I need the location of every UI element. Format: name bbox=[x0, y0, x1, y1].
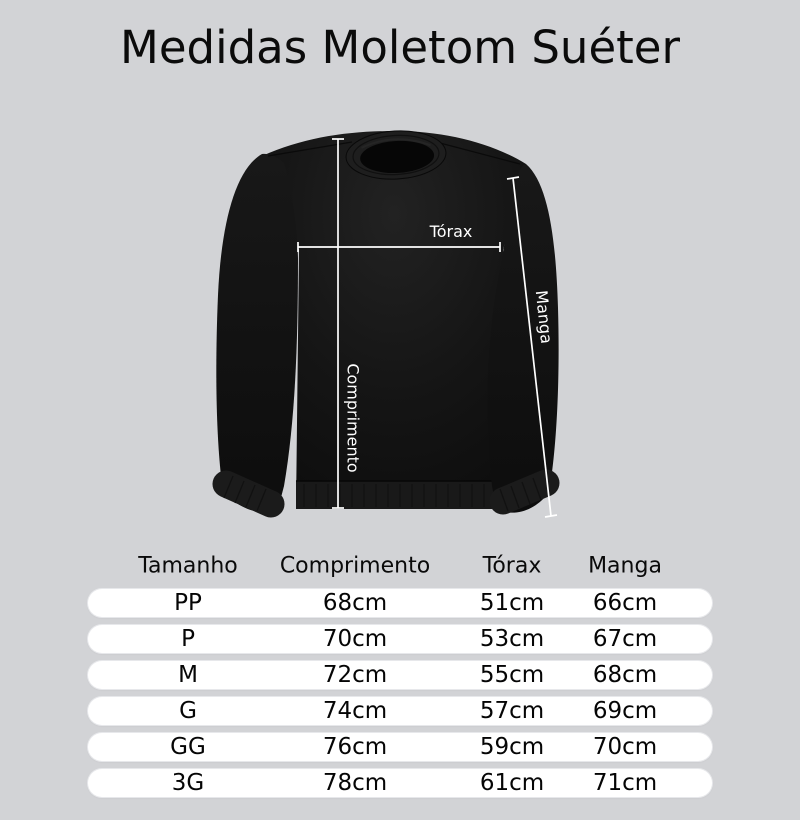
header-cell-torax: Tórax bbox=[482, 553, 542, 579]
cell-manga: 69cm bbox=[592, 698, 658, 724]
comprimento-label: Comprimento bbox=[344, 363, 363, 472]
table-row-gg: GG 76cm 59cm 70cm bbox=[88, 733, 712, 761]
left-sleeve bbox=[216, 153, 298, 513]
manga-top-tick bbox=[506, 176, 520, 180]
cell-size: G bbox=[179, 698, 197, 724]
cell-comprimento: 78cm bbox=[322, 770, 388, 796]
header-cell-manga: Manga bbox=[588, 553, 662, 579]
cell-manga: 66cm bbox=[592, 590, 658, 616]
cell-torax: 59cm bbox=[479, 734, 545, 760]
cell-size: PP bbox=[174, 590, 202, 616]
sweatshirt-svg: Tórax Comprimento Manga bbox=[212, 130, 560, 518]
cell-comprimento: 76cm bbox=[322, 734, 388, 760]
table-row-p: P 70cm 53cm 67cm bbox=[88, 625, 712, 653]
cell-torax: 53cm bbox=[479, 626, 545, 652]
cell-manga: 67cm bbox=[592, 626, 658, 652]
header-cell-tamanho: Tamanho bbox=[138, 553, 238, 579]
left-cuff bbox=[212, 470, 285, 518]
manga-bottom-tick bbox=[544, 514, 558, 518]
cell-size: 3G bbox=[171, 770, 205, 796]
hem-band bbox=[296, 481, 508, 509]
cell-comprimento: 70cm bbox=[322, 626, 388, 652]
header-cell-comprimento: Comprimento bbox=[279, 553, 431, 579]
left-cuff-ribbing bbox=[223, 475, 267, 512]
size-table-header: Tamanho Comprimento Tórax Manga bbox=[88, 551, 712, 581]
cell-manga: 71cm bbox=[592, 770, 658, 796]
torax-label: Tórax bbox=[429, 222, 473, 241]
hem-ribbing bbox=[303, 484, 497, 507]
right-cuff-ribbing bbox=[499, 477, 542, 512]
table-row-m: M 72cm 55cm 68cm bbox=[88, 661, 712, 689]
cell-comprimento: 74cm bbox=[322, 698, 388, 724]
page-title: Medidas Moletom Suéter bbox=[120, 20, 680, 74]
table-row-g: G 74cm 57cm 69cm bbox=[88, 697, 712, 725]
cell-size: M bbox=[178, 662, 198, 688]
right-cuff bbox=[489, 469, 560, 515]
cell-size: P bbox=[181, 626, 195, 652]
cell-manga: 68cm bbox=[592, 662, 658, 688]
cell-manga: 70cm bbox=[592, 734, 658, 760]
cell-torax: 61cm bbox=[479, 770, 545, 796]
cell-torax: 51cm bbox=[479, 590, 545, 616]
cell-torax: 57cm bbox=[479, 698, 545, 724]
collar bbox=[345, 130, 447, 180]
cell-comprimento: 68cm bbox=[322, 590, 388, 616]
cell-size: GG bbox=[170, 734, 206, 760]
torax-measure bbox=[297, 242, 501, 252]
table-row-3g: 3G 78cm 61cm 71cm bbox=[88, 769, 712, 797]
sweatshirt-body bbox=[262, 131, 526, 509]
table-row-pp: PP 68cm 51cm 66cm bbox=[88, 589, 712, 617]
sweatshirt-diagram: Tórax Comprimento Manga bbox=[100, 110, 580, 550]
cell-comprimento: 72cm bbox=[322, 662, 388, 688]
manga-line bbox=[512, 177, 552, 517]
cell-torax: 55cm bbox=[479, 662, 545, 688]
comprimento-measure bbox=[332, 138, 344, 509]
manga-measure bbox=[506, 176, 558, 518]
